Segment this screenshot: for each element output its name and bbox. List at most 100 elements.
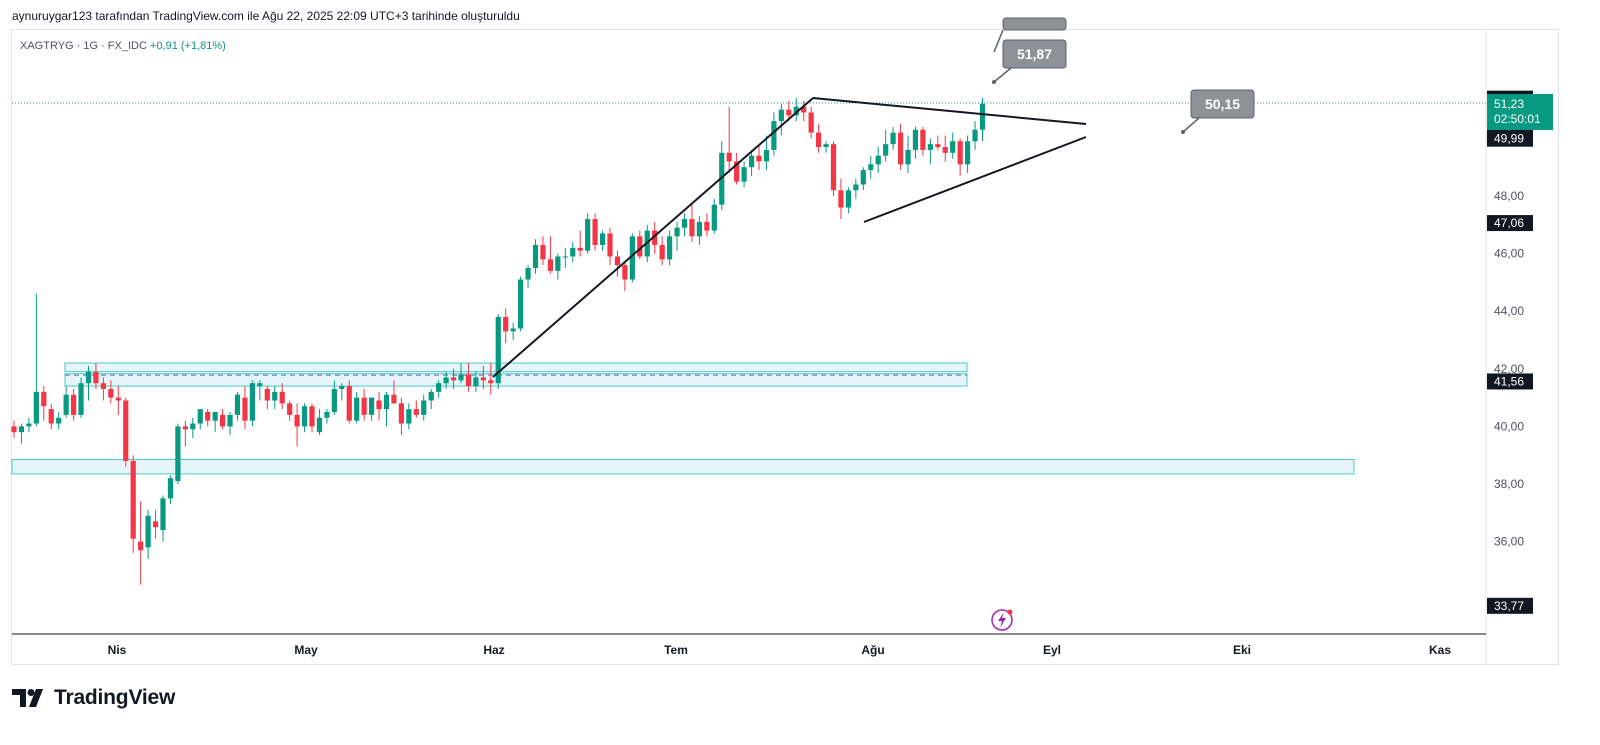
candle [465, 363, 472, 392]
candle-body [413, 409, 419, 415]
candle-body [570, 247, 576, 257]
price-badge-box [1487, 597, 1533, 614]
event-marker-dot [1007, 609, 1013, 615]
candle [391, 380, 397, 404]
callout-clipped-pointer [993, 29, 1004, 53]
trendline-triangle-upper [812, 97, 1087, 125]
candle-body [369, 397, 375, 415]
candle-body [652, 230, 658, 245]
candle-body [152, 521, 159, 528]
candle-body [845, 190, 851, 208]
candle-body [450, 377, 457, 381]
candle [41, 386, 47, 421]
candle [965, 135, 971, 173]
candle [458, 363, 464, 384]
candle-body [622, 265, 628, 280]
candle [726, 106, 732, 173]
candle-body [63, 394, 69, 415]
candle [123, 397, 129, 467]
time-tick-label: Nis [108, 643, 127, 657]
candle-body [436, 383, 442, 392]
time-tick-label: May [294, 643, 318, 657]
symbol-legend: XAGTRYG · 1G · FX_IDC +0,91 (+1,81%) [20, 40, 226, 52]
candle-body [979, 103, 986, 130]
callout-anchor [1181, 130, 1185, 134]
candle [853, 178, 859, 199]
candle-body [495, 316, 501, 384]
candle [406, 403, 412, 430]
candle [547, 236, 553, 274]
candle-body [942, 147, 948, 153]
candle-body [957, 141, 963, 165]
candle [197, 409, 203, 430]
price-badge-label: 47,06 [1494, 216, 1524, 230]
candle-body [711, 204, 717, 231]
candle [182, 420, 188, 447]
candle-body [883, 144, 889, 156]
candle-body [249, 383, 255, 421]
candle [868, 155, 874, 179]
candle-body [383, 394, 390, 410]
candle [801, 100, 807, 122]
candle [920, 126, 926, 156]
candle [220, 409, 226, 430]
trendlines-layer [492, 97, 1087, 378]
candle-body [130, 460, 136, 539]
candle [152, 509, 159, 539]
price-tick-label: 42,00 [1494, 362, 1524, 376]
candle-body [11, 426, 17, 433]
candle [860, 167, 866, 191]
candle [577, 230, 583, 257]
callout-box [1190, 89, 1255, 119]
candle [659, 236, 665, 266]
candle-body [897, 132, 904, 165]
candle [421, 394, 427, 421]
candle-body [547, 259, 553, 271]
candle [145, 509, 151, 559]
candle [264, 386, 270, 410]
callouts-layer: 51,87 50,15 [992, 17, 1255, 134]
candle [11, 420, 17, 438]
candle [383, 391, 390, 427]
candle-body [197, 409, 203, 424]
candle [555, 253, 561, 280]
candle [376, 391, 382, 421]
candle [175, 423, 181, 484]
candle-body [674, 227, 680, 237]
tradingview-logo[interactable]: TradingView [12, 686, 175, 710]
candle [972, 121, 978, 150]
candle [562, 247, 568, 268]
candle [316, 409, 323, 436]
candle [93, 363, 99, 389]
candle [205, 409, 211, 427]
candle [696, 216, 702, 245]
candle-body [771, 121, 777, 150]
candle [294, 403, 300, 447]
candle [413, 400, 419, 418]
candles-layer [11, 98, 986, 585]
candle [428, 388, 434, 410]
candle-body [927, 144, 933, 150]
candle-body [71, 394, 77, 415]
candle [398, 397, 404, 436]
candle [950, 132, 956, 159]
price-badge-label: 33,77 [1494, 599, 1524, 613]
price-tick-label: 36,00 [1494, 535, 1524, 549]
candle-body [577, 247, 583, 251]
candle-body [480, 377, 486, 381]
candle-body [108, 388, 114, 398]
candle-body [518, 279, 524, 329]
candle [711, 198, 717, 234]
candle-body [287, 403, 293, 415]
price-tick-label: 48,00 [1494, 189, 1524, 203]
candle [532, 239, 539, 274]
price-badge-box [1487, 373, 1533, 390]
candle-body [778, 109, 784, 122]
event-marker-icon [991, 609, 1013, 631]
candle [741, 161, 747, 188]
candle-body [78, 383, 84, 415]
candle-body [629, 236, 635, 280]
candle [85, 365, 92, 401]
